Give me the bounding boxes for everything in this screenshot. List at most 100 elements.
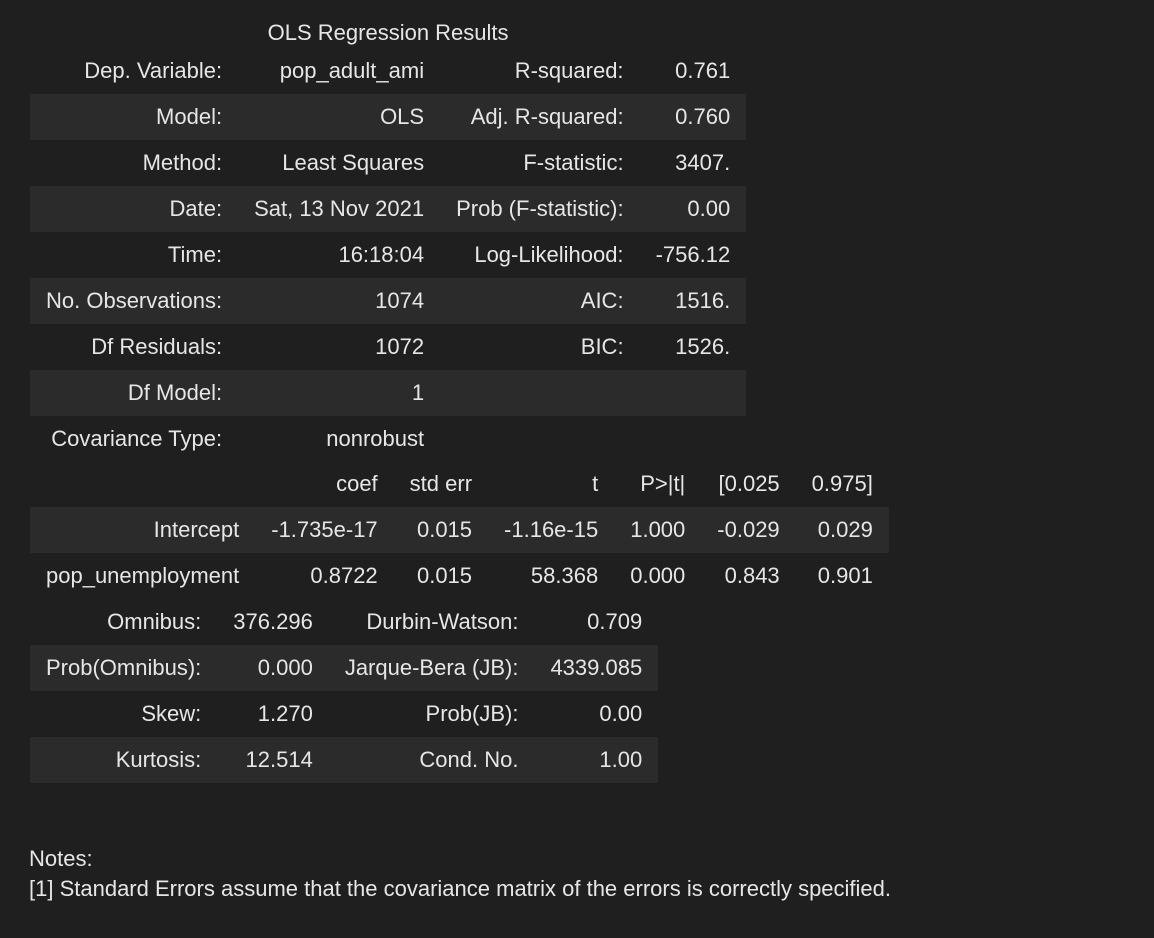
summary-row-cell: F-statistic: — [523, 150, 624, 175]
summary-row: Model: OLS Adj. R-squared: 0.760 — [30, 94, 747, 140]
notes-section: Notes: [1] Standard Errors assume that t… — [29, 844, 891, 904]
summary-row-cell — [640, 416, 747, 462]
column-header: [0.025 — [718, 471, 780, 496]
diagnostics-row-cell: 1.00 — [534, 737, 659, 783]
summary-row-cell: Time: — [167, 242, 223, 267]
summary-row-cell: 1516. — [639, 278, 747, 324]
summary-row-cell: 1072 — [375, 334, 425, 359]
summary-row: Time: 16:18:04 Log-Likelihood: -756.12 — [30, 232, 746, 278]
summary-row-cell — [440, 370, 640, 416]
summary-row-cell: Date: — [30, 186, 239, 232]
diagnostics-row-cell: Kurtosis: — [30, 737, 218, 783]
diagnostics-row: Skew: 1.270 Prob(JB): 0.00 — [30, 691, 658, 737]
coefficient-row-cell: -0.029 — [701, 507, 796, 553]
coefficient-table: coef std err t P>|t| [0.025 0.975] Intercept -… — [30, 461, 889, 599]
coefficient-row-cell: Intercept — [30, 507, 256, 553]
summary-table: OLS Regression Results Dep. Variable: pop… — [30, 18, 747, 462]
diagnostics-table-body: Omnibus: 376.296 Durbin-Watson: 0.709 Prob(O… — [30, 599, 659, 783]
coefficient-table-header: coef std err t P>|t| [0.025 0.975] — [30, 461, 889, 507]
summary-row: Dep. Variable: pop_adult_ami R-squared: 0.7… — [30, 48, 746, 94]
summary-row: No. Observations: 1074 AIC: 1516. — [30, 278, 747, 324]
summary-row-cell: 0.00 — [639, 186, 747, 232]
summary-row-cell: Model: — [30, 94, 239, 140]
summary-row-cell: Prob (F-statistic): — [440, 186, 640, 232]
coefficient-row: pop_unemployment 0.8722 0.015 58.368 0.000 0.… — [30, 553, 889, 599]
notes-heading: Notes: — [29, 846, 93, 871]
diagnostics-row-cell: 376.296 — [233, 609, 313, 634]
diagnostics-row: Kurtosis: 12.514 Cond. No. 1.00 — [30, 737, 659, 783]
summary-row: Df Model: 1 — [30, 370, 747, 416]
notes-lines: [1] Standard Errors assume that the cova… — [29, 874, 891, 904]
column-header: std err — [409, 471, 473, 496]
diagnostics-row-cell: 0.000 — [217, 645, 329, 691]
coefficient-row-cell: pop_unemployment — [46, 563, 240, 588]
summary-row: Covariance Type: nonrobust — [30, 416, 746, 462]
diagnostics-row-cell: 0.00 — [599, 701, 643, 726]
coefficient-row-cell: 0.000 — [630, 563, 686, 588]
summary-row-cell: R-squared: — [514, 58, 624, 83]
summary-row-cell: 1074 — [238, 278, 441, 324]
summary-row-cell: nonrobust — [326, 426, 425, 451]
summary-row-cell: Method: — [142, 150, 223, 175]
coefficient-row-cell: 0.029 — [795, 507, 889, 553]
coefficient-row-cell: -1.16e-15 — [488, 507, 615, 553]
summary-row-cell: pop_adult_ami — [279, 58, 425, 83]
summary-row: Method: Least Squares F-statistic: 3407. — [30, 140, 746, 186]
summary-row-cell: Df Residuals: — [91, 334, 223, 359]
summary-row-cell: Log-Likelihood: — [474, 242, 624, 267]
diagnostics-row-cell: Durbin-Watson: — [366, 609, 519, 634]
diagnostics-row: Prob(Omnibus): 0.000 Jarque-Bera (JB): 4339… — [30, 645, 659, 691]
diagnostics-row-cell: Omnibus: — [107, 609, 202, 634]
column-header: P>|t| — [640, 471, 686, 496]
diagnostics-row-cell: 12.514 — [217, 737, 329, 783]
diagnostics-row: Omnibus: 376.296 Durbin-Watson: 0.709 — [30, 599, 658, 645]
coefficient-row-cell: 0.015 — [393, 507, 489, 553]
summary-row-cell — [440, 416, 639, 462]
column-header: 0.975] — [811, 471, 873, 496]
coefficient-row-cell: 0.8722 — [310, 563, 378, 588]
table-title: OLS Regression Results — [267, 20, 509, 45]
notes-line: [1] Standard Errors assume that the cova… — [29, 876, 892, 901]
summary-row: Date: Sat, 13 Nov 2021 Prob (F-statistic):… — [30, 186, 747, 232]
summary-row-cell: Dep. Variable: — [84, 58, 223, 83]
summary-table-body: Dep. Variable: pop_adult_ami R-squared: 0.7… — [30, 48, 747, 462]
summary-row-cell: Covariance Type: — [51, 426, 223, 451]
coefficient-row-cell: 0.015 — [416, 563, 473, 588]
column-header: coef — [336, 471, 378, 496]
summary-row-cell: Sat, 13 Nov 2021 — [238, 186, 441, 232]
coefficient-row-cell: 0.901 — [817, 563, 873, 588]
coefficient-row-cell: -1.735e-17 — [255, 507, 394, 553]
column-header: t — [592, 471, 599, 496]
summary-row-cell: BIC: — [580, 334, 624, 359]
coefficient-row-cell: 58.368 — [530, 563, 599, 588]
summary-row-cell: 3407. — [675, 150, 731, 175]
coefficient-row-cell: 0.843 — [724, 563, 780, 588]
diagnostics-row-cell: Prob(Omnibus): — [30, 645, 218, 691]
diagnostics-row-cell: Cond. No. — [328, 737, 535, 783]
summary-row-cell: No. Observations: — [30, 278, 239, 324]
summary-row-cell: Adj. R-squared: — [440, 94, 640, 140]
summary-row-cell: AIC: — [440, 278, 640, 324]
summary-row-cell: -756.12 — [655, 242, 731, 267]
diagnostics-row-cell: Jarque-Bera (JB): — [328, 645, 535, 691]
summary-row-cell: OLS — [238, 94, 441, 140]
diagnostics-row-cell: 1.270 — [257, 701, 313, 726]
summary-row-cell: Df Model: — [30, 370, 239, 416]
coefficient-row: Intercept -1.735e-17 0.015 -1.16e-15 1.000 -0… — [30, 507, 889, 553]
summary-row: Df Residuals: 1072 BIC: 1526. — [30, 324, 746, 370]
summary-row-cell: 1526. — [675, 334, 731, 359]
summary-row-cell: 0.761 — [675, 58, 731, 83]
diagnostics-row-cell: Skew: — [141, 701, 202, 726]
column-header — [30, 461, 255, 507]
summary-row-cell: 0.760 — [639, 94, 747, 140]
diagnostics-row-cell: 0.709 — [587, 609, 643, 634]
coefficient-table-body: Intercept -1.735e-17 0.015 -1.16e-15 1.000 -0… — [30, 507, 889, 599]
diagnostics-table: Omnibus: 376.296 Durbin-Watson: 0.709 Prob(O… — [30, 599, 659, 783]
summary-row-cell: 1 — [238, 370, 441, 416]
diagnostics-row-cell: Prob(JB): — [425, 701, 519, 726]
summary-row-cell — [639, 370, 747, 416]
summary-row-cell: Least Squares — [282, 150, 425, 175]
diagnostics-row-cell: 4339.085 — [534, 645, 659, 691]
summary-row-cell: 16:18:04 — [338, 242, 425, 267]
